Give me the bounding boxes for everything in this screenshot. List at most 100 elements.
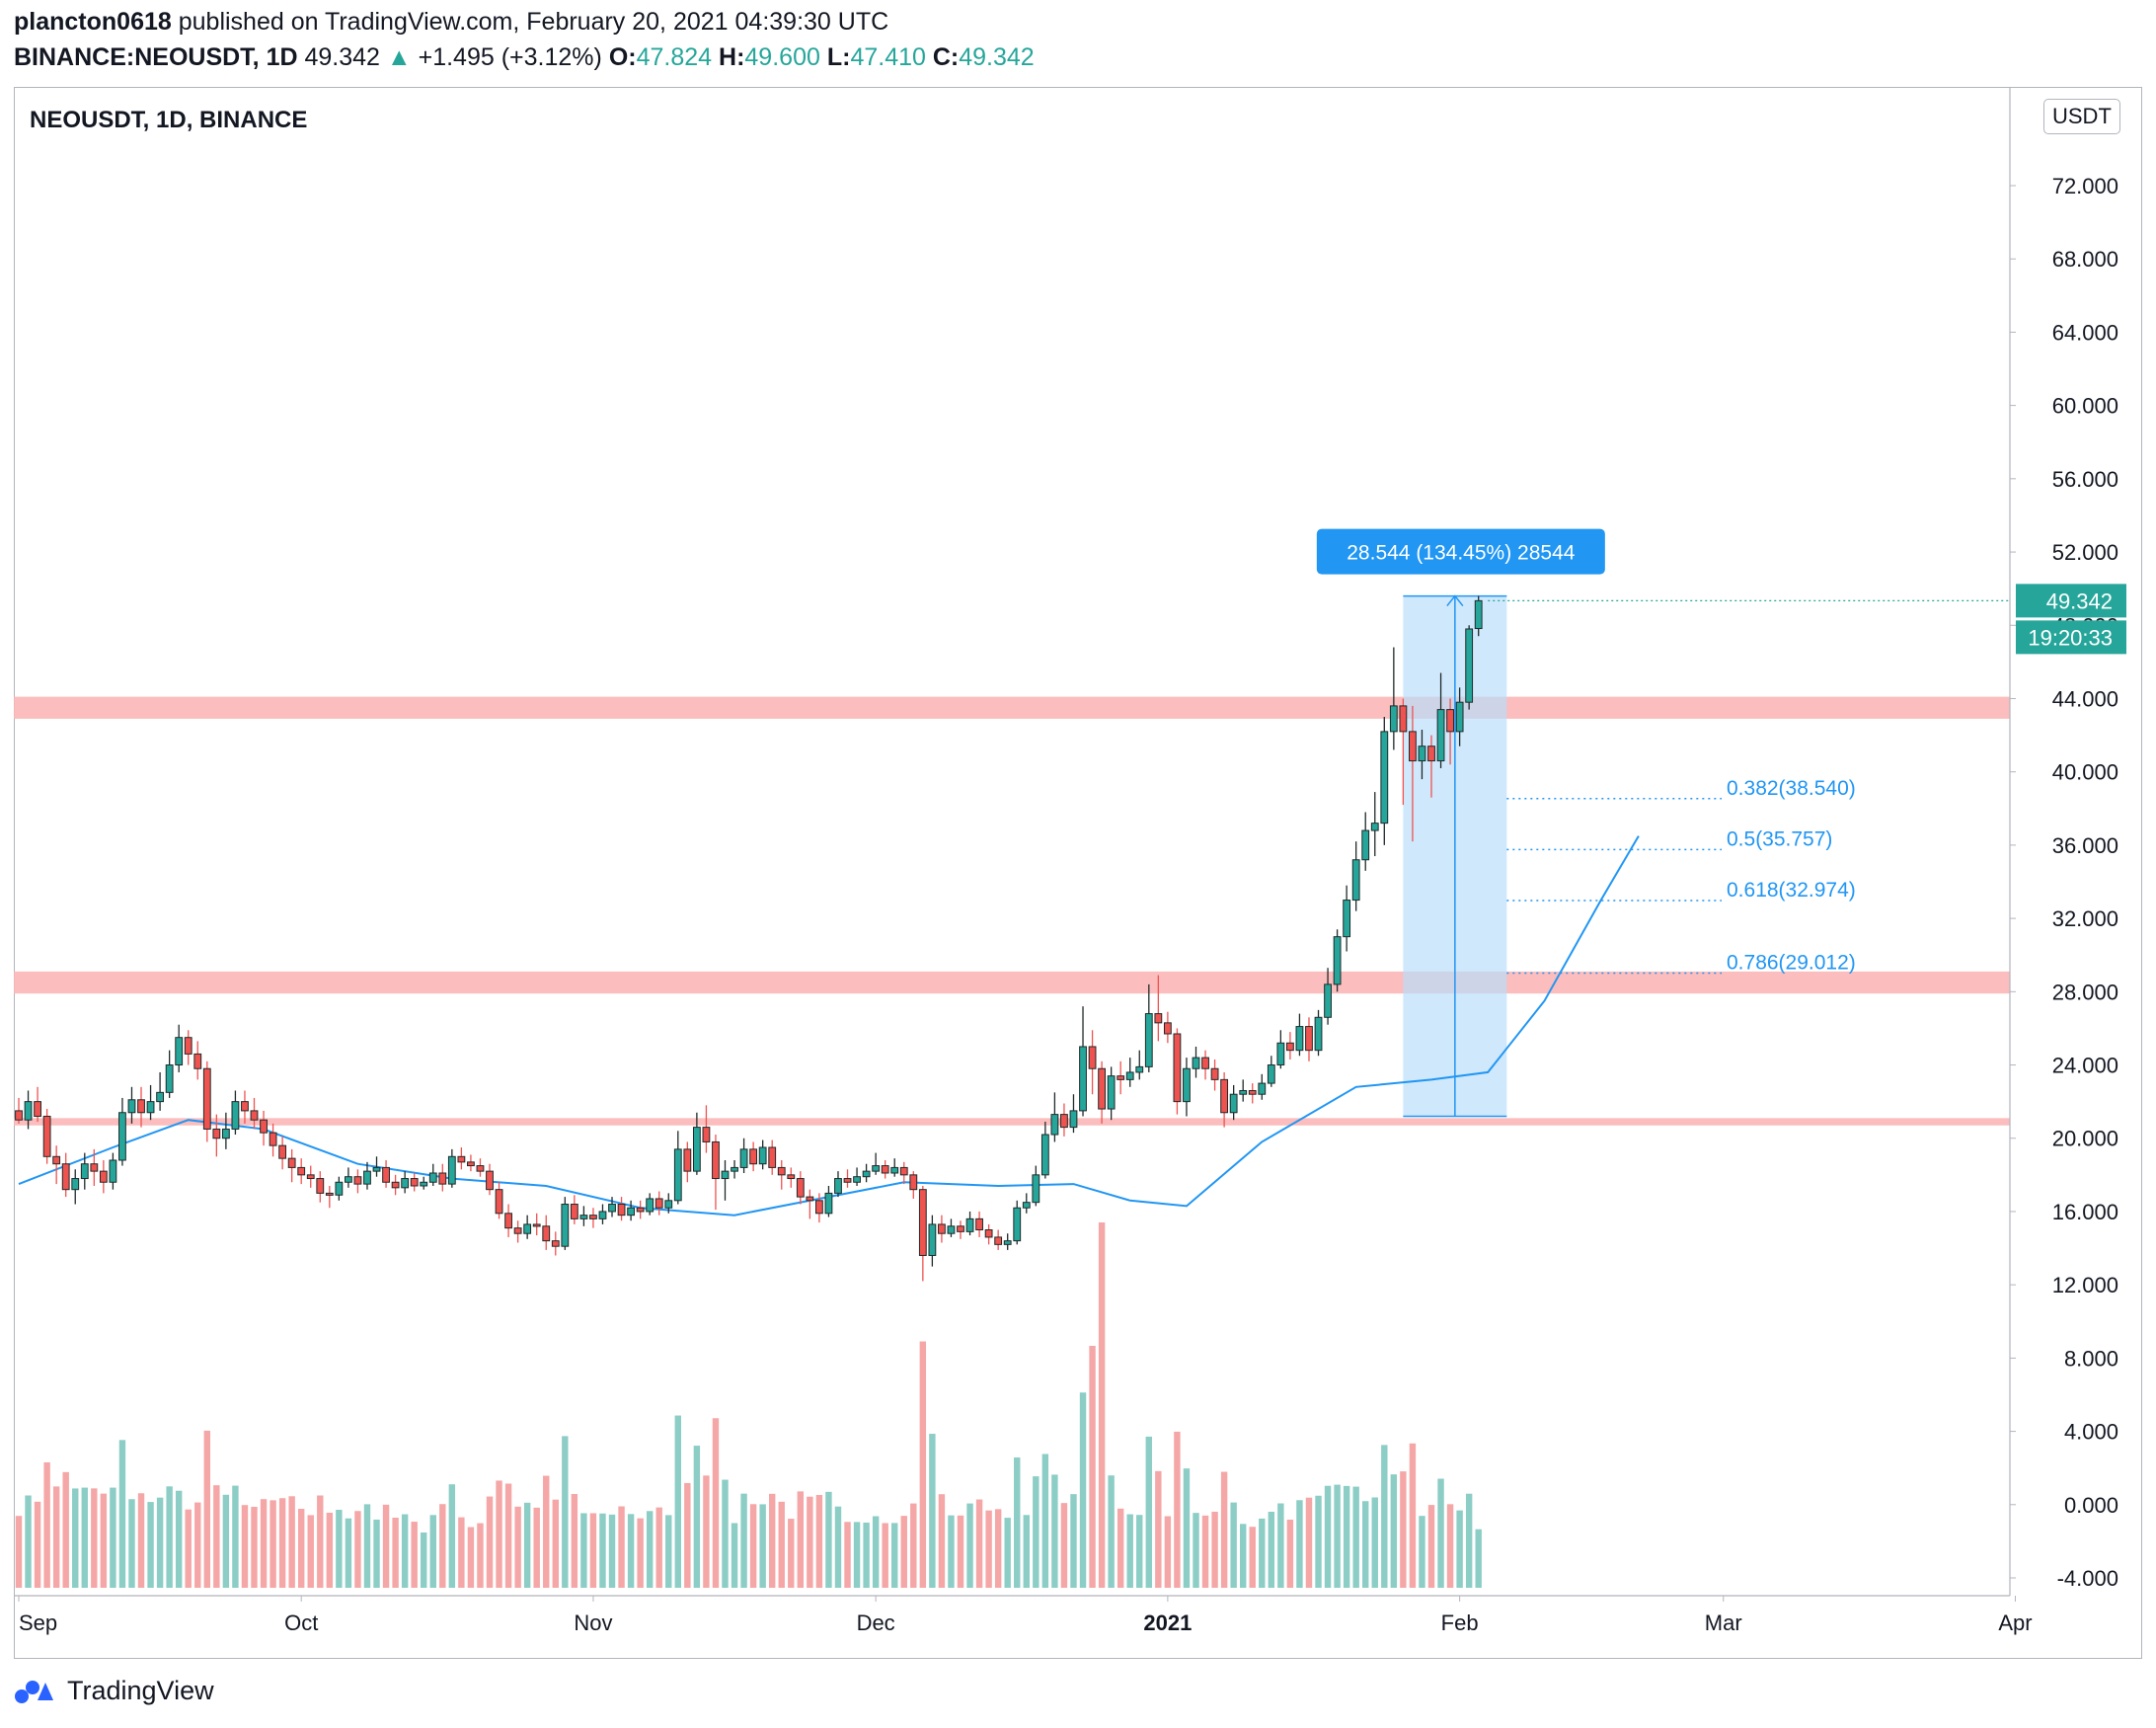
candle-body (806, 1196, 814, 1202)
volume-bar (1286, 1520, 1294, 1588)
volume-bar (1145, 1436, 1152, 1588)
volume-bar (1315, 1495, 1322, 1588)
time-tick-label: Sep (19, 1610, 57, 1635)
candle-body (118, 1112, 126, 1161)
volume-bar (1108, 1475, 1115, 1588)
price-tick-label: 20.000 (2052, 1127, 2118, 1151)
candle-body (1163, 1022, 1172, 1035)
candle-body (1276, 1042, 1285, 1066)
author-name[interactable]: plancton0618 (14, 8, 172, 36)
candle-body (1258, 1082, 1267, 1095)
volume-bar (232, 1485, 239, 1588)
volume-bar (241, 1505, 249, 1588)
candle-body (1305, 1026, 1313, 1052)
candle-body (15, 1110, 23, 1121)
candle-body (476, 1165, 485, 1172)
candle-body (777, 1166, 786, 1176)
volume-bar (1381, 1445, 1388, 1588)
candle-body (212, 1128, 221, 1139)
close-value: 49.342 (959, 43, 1035, 71)
candle-body (1295, 1026, 1304, 1052)
volume-bar (1371, 1497, 1378, 1588)
candle-body (410, 1178, 419, 1187)
volume-bar (523, 1502, 531, 1588)
volume-bar (110, 1487, 116, 1588)
volume-bar (81, 1487, 88, 1588)
candle-body (202, 1067, 211, 1130)
volume-bar (863, 1522, 870, 1588)
symbol-name: BINANCE:NEOUSDT, 1D (14, 43, 298, 71)
volume-bar (62, 1471, 69, 1588)
candle-body (589, 1215, 597, 1219)
volume-bar (496, 1480, 502, 1588)
candle-body (1409, 731, 1417, 762)
candle-body (975, 1217, 983, 1230)
volume-bar (1427, 1505, 1435, 1588)
volume-bar (128, 1499, 135, 1588)
volume-bar (15, 1516, 23, 1588)
volume-bar (1079, 1392, 1087, 1588)
candle-body (1267, 1064, 1275, 1084)
volume-bar (298, 1509, 305, 1588)
candle-body (721, 1170, 730, 1180)
candle-body (71, 1178, 80, 1191)
candle-body (702, 1127, 711, 1142)
volume-bar (910, 1503, 917, 1588)
volume-bar (740, 1493, 747, 1588)
candle-body (504, 1213, 512, 1229)
chart-legend: NEOUSDT, 1D, BINANCE (30, 107, 308, 133)
price-tick-label: 40.000 (2052, 760, 2118, 785)
volume-bar (1136, 1515, 1143, 1588)
candle-body (467, 1161, 475, 1167)
volume-bar (815, 1495, 823, 1588)
candle-body (80, 1163, 89, 1180)
volume-bar (665, 1515, 672, 1588)
currency-unit-button[interactable]: USDT (2043, 99, 2120, 134)
candle-body (391, 1181, 400, 1189)
volume-bar (712, 1418, 720, 1588)
candle-body (382, 1166, 390, 1183)
volume-bar (571, 1494, 578, 1588)
footer-brand[interactable]: TradingView (14, 1676, 214, 1706)
volume-bar (618, 1506, 625, 1588)
footer-brand-label: TradingView (67, 1676, 214, 1705)
volume-bar (966, 1503, 973, 1588)
volume-bar (278, 1498, 286, 1588)
price-tick-label: 12.000 (2052, 1273, 2118, 1297)
candle-body (1032, 1174, 1040, 1204)
candle-body (731, 1166, 738, 1172)
candle-body (221, 1128, 230, 1139)
candle-body (335, 1181, 344, 1196)
volume-bar (1033, 1476, 1040, 1588)
high-label: H: (719, 43, 745, 71)
volume-bar (844, 1522, 851, 1588)
volume-bar (1475, 1529, 1482, 1588)
candle-body (561, 1204, 570, 1247)
volume-bar (985, 1510, 992, 1588)
volume-bar (1259, 1518, 1266, 1588)
chart-frame (14, 87, 2142, 1659)
candle-body (278, 1144, 287, 1159)
candle-body (938, 1223, 946, 1234)
volume-bar (1277, 1503, 1284, 1588)
volume-bar (1211, 1511, 1218, 1588)
candle-body (345, 1176, 352, 1183)
candle-body (1125, 1071, 1134, 1080)
price-chart[interactable]: 28.544 (134.45%) 28544 0.382(38.540) 0.5(3… (14, 87, 2142, 1659)
candle-body (862, 1170, 871, 1178)
volume-bar (1201, 1515, 1209, 1588)
candle-body (664, 1200, 673, 1209)
candle-body (1154, 1013, 1163, 1024)
volume-bar (722, 1479, 729, 1588)
volume-bar (807, 1496, 813, 1588)
candle-body (1343, 900, 1351, 938)
candle-body (325, 1192, 334, 1196)
volume-bar (1126, 1514, 1133, 1588)
candle-body (316, 1178, 325, 1194)
candle-body (241, 1101, 249, 1112)
volume-bar (891, 1523, 898, 1588)
volume-bar (185, 1509, 192, 1588)
volume-bar (552, 1499, 559, 1588)
volume-bar (260, 1499, 268, 1588)
volume-bar (421, 1532, 427, 1588)
